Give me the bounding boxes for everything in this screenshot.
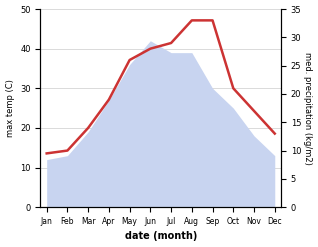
- Y-axis label: med. precipitation (kg/m2): med. precipitation (kg/m2): [303, 52, 313, 165]
- X-axis label: date (month): date (month): [125, 231, 197, 242]
- Y-axis label: max temp (C): max temp (C): [5, 79, 15, 137]
